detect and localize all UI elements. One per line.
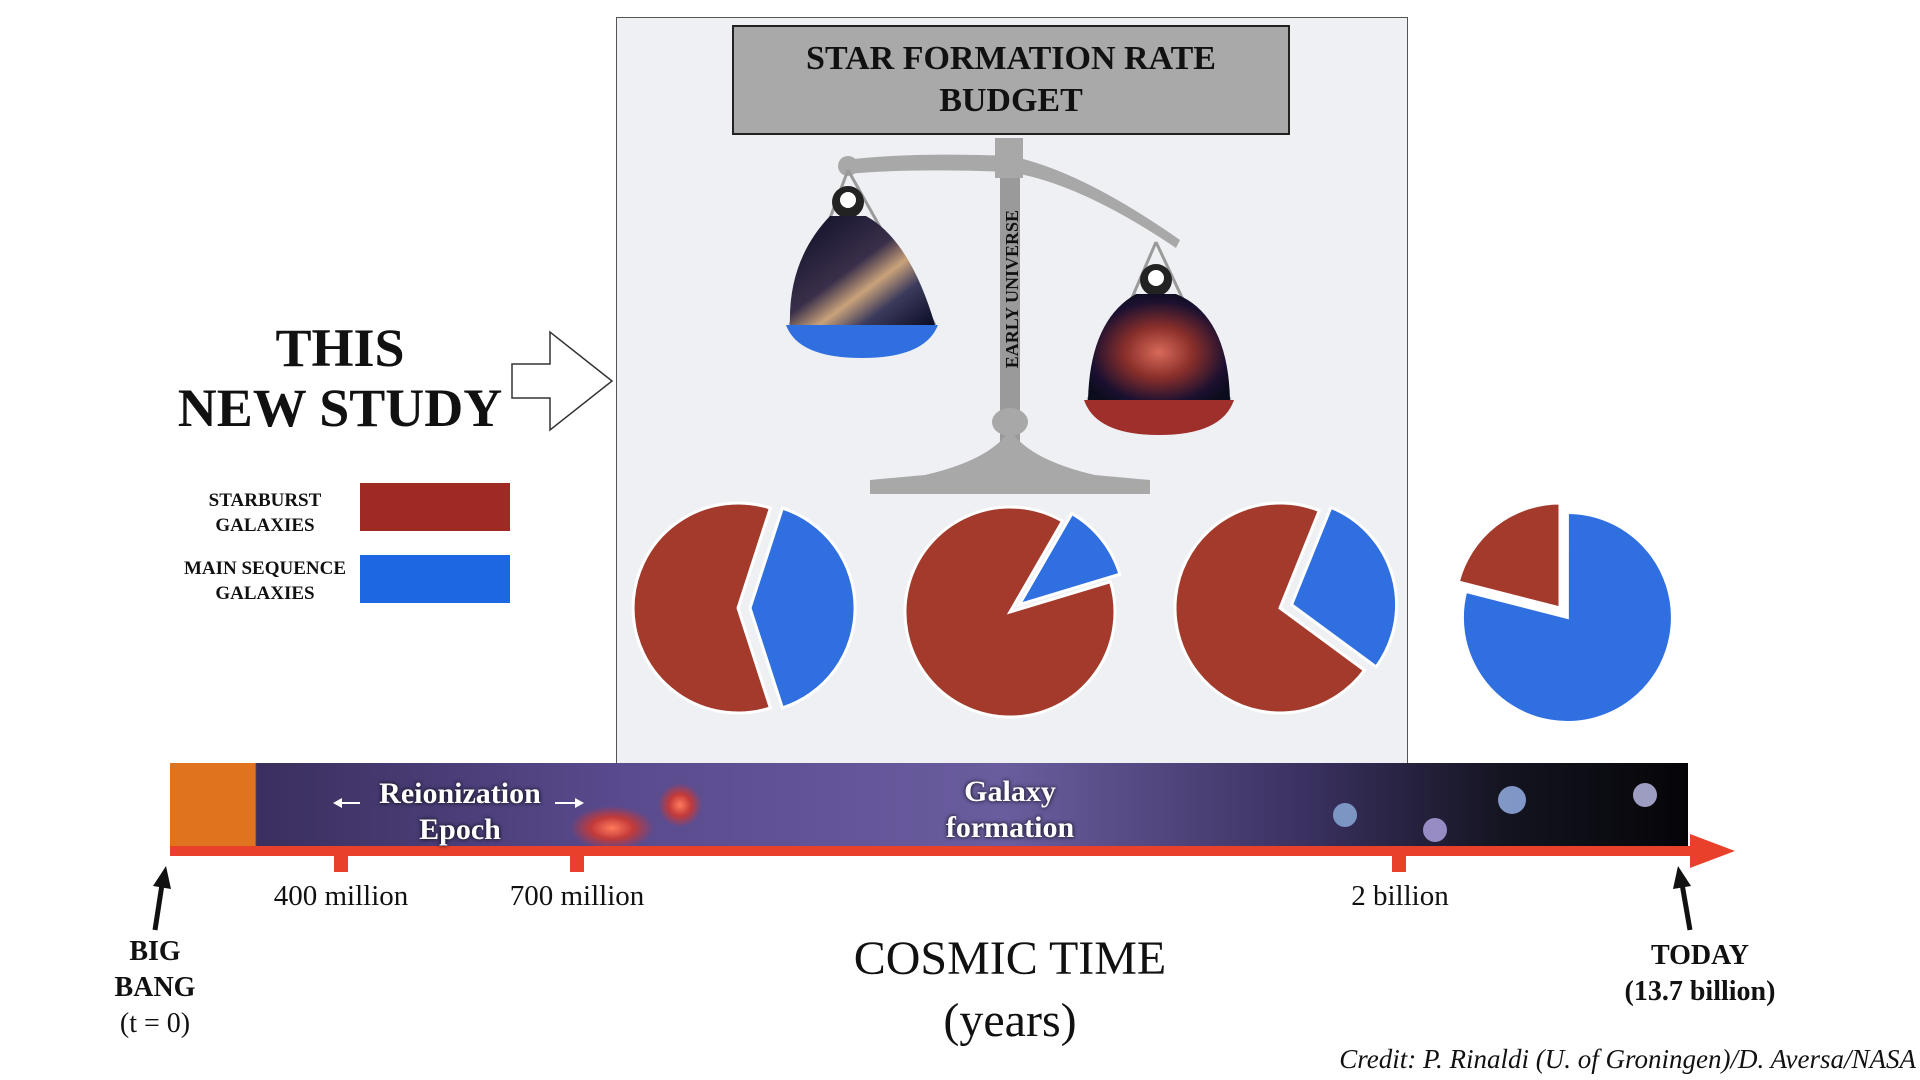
headline-line2: NEW STUDY <box>177 378 503 438</box>
time-axis <box>170 846 1695 856</box>
balance-scale-illustration: EARLY UNIVERSE <box>786 138 1234 494</box>
galaxy-formation-label: Galaxy formation <box>945 775 1075 844</box>
panel-title-line1: STAR FORMATION RATE <box>806 40 1216 77</box>
band-galaxy <box>1333 803 1357 827</box>
main-sequence-weight-image <box>1088 294 1230 400</box>
pie-slice-starburst <box>903 505 1117 719</box>
pie-slice-starburst <box>1456 501 1562 610</box>
axis-title: COSMIC TIME (years) <box>853 932 1167 1047</box>
band-galaxy <box>1423 818 1447 842</box>
headline: THIS NEW STUDY <box>130 318 550 438</box>
pie-slice-main-sequence <box>1289 505 1399 670</box>
panel-title-box: STAR FORMATION RATE BUDGET <box>732 25 1290 135</box>
pie-slice-main-sequence <box>748 506 857 710</box>
pie-chart <box>1173 501 1399 715</box>
pie-slice-main-sequence <box>1460 510 1674 724</box>
left-pan <box>786 325 938 358</box>
band-blob <box>658 783 702 827</box>
pie-chart <box>903 505 1122 719</box>
big-bang-label: BIG BANG (t = 0) <box>114 936 196 1039</box>
tick-mark <box>334 856 348 872</box>
tick-label-400-million: 400 million <box>273 880 409 912</box>
pie-slice-main-sequence <box>1016 511 1122 608</box>
pie-slice-starburst <box>1173 501 1367 715</box>
headline-line1: THIS <box>275 318 405 378</box>
legend-starburst-swatch <box>360 483 510 531</box>
legend-main-sequence-swatch <box>360 555 510 603</box>
legend-main-sequence-label: MAIN SEQUENCE GALAXIES <box>183 558 347 604</box>
credit-line: Credit: P. Rinaldi (U. of Groningen)/D. … <box>1339 1044 1916 1074</box>
time-axis-arrowhead <box>1690 834 1735 868</box>
band-galaxy <box>1498 786 1526 814</box>
pointer-arrow <box>511 330 614 432</box>
scale-base <box>870 430 1150 494</box>
scale-label: EARLY UNIVERSE <box>1002 210 1022 368</box>
today-label: TODAY (13.7 billion) <box>1624 940 1776 1007</box>
scale-beam <box>845 154 1180 248</box>
right-pan <box>1084 400 1234 435</box>
pie-chart <box>631 501 857 715</box>
scale-pillar <box>1000 178 1020 456</box>
pie-chart <box>1456 501 1674 724</box>
reionization-label: Reionization Epoch <box>379 777 541 846</box>
tick-label-700-million: 700 million <box>509 880 645 912</box>
pie-slice-starburst <box>631 501 773 715</box>
band-blob <box>570 806 654 850</box>
tick-mark <box>1392 856 1406 872</box>
legend-starburst-label: STARBURST GALAXIES <box>208 490 322 536</box>
starburst-weight-image <box>789 216 935 325</box>
band-galaxy <box>1633 783 1657 807</box>
tick-label-2-billion: 2 billion <box>1351 880 1449 912</box>
tick-mark <box>570 856 584 872</box>
panel-title-line2: BUDGET <box>939 82 1083 119</box>
